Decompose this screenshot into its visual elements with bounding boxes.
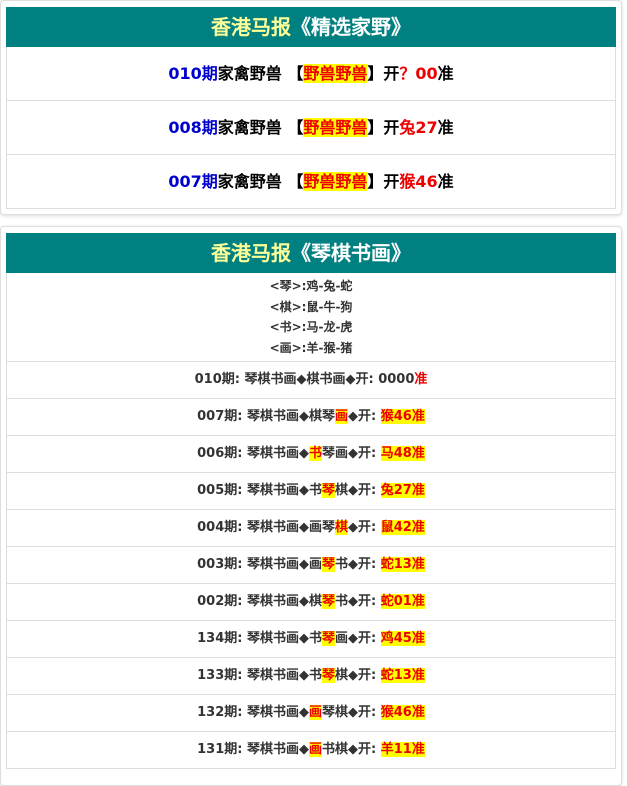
legend-line: <画>:羊-猴-猪	[269, 340, 353, 355]
row-text: 琴	[322, 631, 336, 646]
row-text: 兔27准	[380, 483, 425, 498]
row-text: 画◆开:	[335, 631, 381, 646]
row-list: <琴>:鸡-兔-蛇 <棋>:鼠-牛-狗 <书>:马-龙-虎 <画>:羊-猴-猪 010…	[6, 273, 616, 769]
row-text: 蛇01准	[380, 594, 425, 609]
legend-line: <书>:马-龙-虎	[269, 320, 353, 334]
row-text: 准	[437, 172, 454, 191]
row-text: 琴	[322, 594, 336, 609]
row-text: 鼠42准	[380, 520, 425, 535]
row: 010期: 琴棋书画◆棋书画◆开: 0000准	[7, 361, 615, 398]
row: 008期家禽野兽 【野兽野兽】开兔27准	[7, 100, 615, 154]
row: 010期家禽野兽 【野兽野兽】开？00准	[7, 47, 615, 100]
row-list: 010期家禽野兽 【野兽野兽】开？00准 008期家禽野兽 【野兽野兽】开兔27准…	[6, 47, 616, 209]
legend-line: <琴>:鸡-兔-蛇	[269, 279, 353, 293]
row-text: ◆开:	[348, 409, 381, 424]
row-text: 131期: 琴棋书画◆	[197, 742, 309, 757]
row-text: 羊11准	[380, 742, 425, 757]
row-text: 野兽野兽	[303, 118, 368, 137]
row-text: 008期	[168, 118, 218, 137]
row-text: 】开	[367, 172, 400, 191]
row-text: 琴	[322, 557, 336, 572]
row-text: 琴棋◆开:	[322, 705, 381, 720]
panel-header: 香港马报《精选家野》	[6, 7, 616, 47]
row: 005期: 琴棋书画◆书琴棋◆开: 兔27准	[7, 472, 615, 509]
row-text: 画	[335, 409, 349, 424]
row: 002期: 琴棋书画◆棋琴书◆开: 蛇01准	[7, 583, 615, 620]
row: 003期: 琴棋书画◆画琴书◆开: 蛇13准	[7, 546, 615, 583]
row-text: 007期: 琴棋书画◆棋琴	[197, 409, 335, 424]
row-text: 猴46准	[380, 409, 425, 424]
row-text: 书	[309, 446, 323, 461]
row-text: 准	[437, 64, 454, 83]
row-text: 书棋◆开:	[322, 742, 381, 757]
row-text: 琴	[322, 483, 336, 498]
row-text: 马48准	[380, 446, 425, 461]
row-text: 006期: 琴棋书画◆	[197, 446, 309, 461]
row-text: 133期: 琴棋书画◆书	[197, 668, 322, 683]
row-text: 010期	[168, 64, 218, 83]
panel: 香港马报《精选家野》 010期家禽野兽 【野兽野兽】开？00准 008期家禽野兽 …	[0, 0, 622, 215]
row-text: ◆开:	[348, 520, 381, 535]
row-text: 家禽野兽 【	[217, 64, 304, 83]
row-text: 猴46准	[380, 705, 425, 720]
row-text: 家禽野兽 【	[217, 118, 304, 137]
row-text: 132期: 琴棋书画◆	[197, 705, 309, 720]
row-text: 书◆开:	[335, 594, 381, 609]
row: 131期: 琴棋书画◆画书棋◆开: 羊11准	[7, 731, 615, 768]
header-title: 香港马报	[211, 15, 291, 39]
row-text: 003期: 琴棋书画◆画	[197, 557, 322, 572]
row: 007期: 琴棋书画◆棋琴画◆开: 猴46准	[7, 398, 615, 435]
row-text: 005期: 琴棋书画◆书	[197, 483, 322, 498]
row: 132期: 琴棋书画◆画琴棋◆开: 猴46准	[7, 694, 615, 731]
panel: 香港马报《琴棋书画》 <琴>:鸡-兔-蛇 <棋>:鼠-牛-狗 <书>:马-龙-虎 <画…	[0, 226, 622, 786]
row-text: 蛇13准	[380, 668, 425, 683]
row-text: 004期: 琴棋书画◆画琴	[197, 520, 335, 535]
row: 134期: 琴棋书画◆书琴画◆开: 鸡45准	[7, 620, 615, 657]
panel-header: 香港马报《琴棋书画》	[6, 233, 616, 273]
row-text: 书◆开:	[335, 557, 381, 572]
row-text: 画	[309, 742, 323, 757]
legend: <琴>:鸡-兔-蛇 <棋>:鼠-牛-狗 <书>:马-龙-虎 <画>:羊-猴-猪	[7, 273, 615, 361]
row-text: 琴	[322, 668, 336, 683]
row-text: 鸡45准	[380, 631, 425, 646]
header-subtitle: 《琴棋书画》	[291, 241, 411, 265]
row-text: 007期	[168, 172, 218, 191]
header-subtitle: 《精选家野》	[291, 15, 411, 39]
row: 004期: 琴棋书画◆画琴棋◆开: 鼠42准	[7, 509, 615, 546]
row-text: 家禽野兽 【	[217, 172, 304, 191]
row-text: 】开	[367, 64, 400, 83]
row-text: 猴46	[399, 172, 438, 191]
row: 006期: 琴棋书画◆书琴画◆开: 马48准	[7, 435, 615, 472]
row-text: 棋◆开:	[335, 668, 381, 683]
row-text: 野兽野兽	[303, 64, 368, 83]
row-text: 蛇13准	[380, 557, 425, 572]
row-text: 兔27	[399, 118, 438, 137]
row-text: 野兽野兽	[303, 172, 368, 191]
row-text: 棋	[335, 520, 349, 535]
row-text: 002期: 琴棋书画◆棋	[197, 594, 322, 609]
row: 007期家禽野兽 【野兽野兽】开猴46准	[7, 154, 615, 208]
row-text: 134期: 琴棋书画◆书	[197, 631, 322, 646]
row-text: 画	[309, 705, 323, 720]
row-text: 010期: 琴棋书画◆棋书画◆开: 0000	[194, 372, 415, 387]
legend-line: <棋>:鼠-牛-狗	[269, 299, 353, 314]
row: 133期: 琴棋书画◆书琴棋◆开: 蛇13准	[7, 657, 615, 694]
row-text: 】开	[367, 118, 400, 137]
row-text: 准	[414, 372, 428, 387]
row-text: 棋◆开:	[335, 483, 381, 498]
row-text: ？00	[399, 64, 438, 83]
row-text: 琴画◆开:	[322, 446, 381, 461]
header-title: 香港马报	[211, 241, 291, 265]
row-text: 准	[437, 118, 454, 137]
